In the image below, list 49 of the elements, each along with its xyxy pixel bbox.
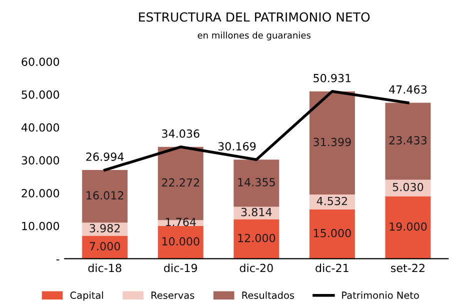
bar bbox=[234, 219, 280, 259]
data-label: 50.931 bbox=[314, 74, 351, 82]
data-label: 4.532 bbox=[316, 196, 347, 206]
bar bbox=[234, 160, 280, 207]
chart-title: ESTRUCTURA DEL PATRIMONIO NETO bbox=[139, 12, 370, 22]
y-tick-label: 40.000 bbox=[21, 123, 60, 132]
legend-label: Capital bbox=[70, 291, 103, 301]
data-label: 47.463 bbox=[389, 85, 427, 94]
data-label: 10.000 bbox=[162, 237, 200, 246]
data-label: 31.399 bbox=[314, 138, 351, 146]
data-label: 1.764 bbox=[166, 218, 196, 226]
y-tick-label: 50.000 bbox=[22, 90, 60, 99]
data-label: 23.433 bbox=[389, 136, 427, 145]
data-label: 22.272 bbox=[162, 178, 199, 187]
data-label: 30.169 bbox=[218, 142, 256, 151]
data-label: 7.000 bbox=[90, 242, 120, 250]
x-tick-label: dic-19 bbox=[164, 264, 198, 272]
legend-label: Patrimonio Neto bbox=[342, 291, 419, 299]
data-label: 3.814 bbox=[241, 208, 272, 216]
bar bbox=[82, 170, 128, 223]
bar bbox=[385, 196, 431, 259]
chart-subtitle: en millones de guaranies bbox=[198, 32, 311, 40]
data-label: 15.000 bbox=[314, 228, 351, 238]
x-tick-label: dic-18 bbox=[88, 264, 122, 272]
x-tick-label: dic-20 bbox=[240, 264, 273, 272]
data-label: 26.994 bbox=[86, 152, 124, 161]
y-tick-label: - bbox=[56, 259, 60, 260]
data-label: 19.000 bbox=[390, 222, 427, 231]
y-tick-label: 60.000 bbox=[22, 58, 60, 66]
bar bbox=[309, 91, 355, 195]
x-tick-label: dic-21 bbox=[316, 264, 348, 272]
data-label: 3.982 bbox=[90, 224, 120, 232]
bar bbox=[309, 209, 355, 259]
bar bbox=[385, 180, 431, 196]
bar bbox=[385, 102, 431, 180]
data-label: 14.355 bbox=[238, 178, 275, 186]
data-label: 16.012 bbox=[86, 191, 124, 200]
legend-label: Reservas bbox=[152, 292, 194, 299]
data-label: 5.030 bbox=[392, 182, 424, 192]
bar bbox=[158, 226, 204, 259]
legend-label: Resultados bbox=[242, 291, 294, 299]
data-label: 12.000 bbox=[238, 234, 276, 242]
x-tick-label: set-22 bbox=[391, 264, 424, 272]
data-label: 34.036 bbox=[162, 129, 200, 138]
bar bbox=[309, 194, 355, 210]
y-tick-label: 30.000 bbox=[22, 156, 60, 165]
bar bbox=[82, 236, 128, 259]
y-tick-label: 10.000 bbox=[22, 222, 60, 230]
y-tick-label: 20.000 bbox=[22, 188, 60, 198]
